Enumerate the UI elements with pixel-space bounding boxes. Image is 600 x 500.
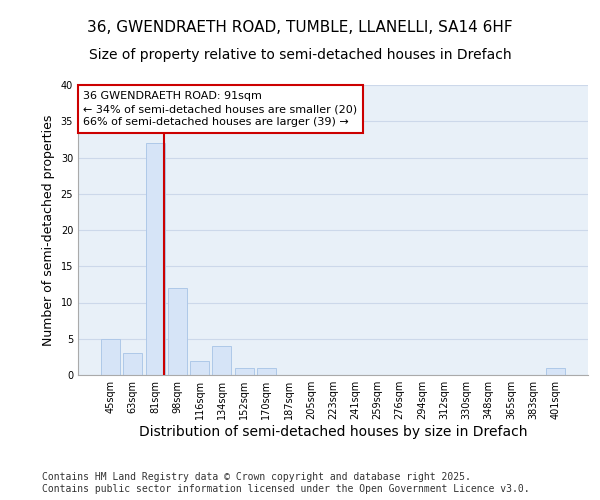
Y-axis label: Number of semi-detached properties: Number of semi-detached properties — [42, 114, 55, 346]
Bar — [257, 368, 276, 375]
Bar — [235, 368, 254, 375]
Bar — [190, 360, 209, 375]
Bar — [546, 368, 565, 375]
X-axis label: Distribution of semi-detached houses by size in Drefach: Distribution of semi-detached houses by … — [139, 425, 527, 439]
Text: 36, GWENDRAETH ROAD, TUMBLE, LLANELLI, SA14 6HF: 36, GWENDRAETH ROAD, TUMBLE, LLANELLI, S… — [87, 20, 513, 35]
Text: Size of property relative to semi-detached houses in Drefach: Size of property relative to semi-detach… — [89, 48, 511, 62]
Bar — [101, 339, 120, 375]
Bar — [212, 346, 231, 375]
Bar — [146, 143, 164, 375]
Bar — [168, 288, 187, 375]
Bar — [124, 353, 142, 375]
Text: Contains HM Land Registry data © Crown copyright and database right 2025.
Contai: Contains HM Land Registry data © Crown c… — [42, 472, 530, 494]
Text: 36 GWENDRAETH ROAD: 91sqm
← 34% of semi-detached houses are smaller (20)
66% of : 36 GWENDRAETH ROAD: 91sqm ← 34% of semi-… — [83, 91, 357, 127]
